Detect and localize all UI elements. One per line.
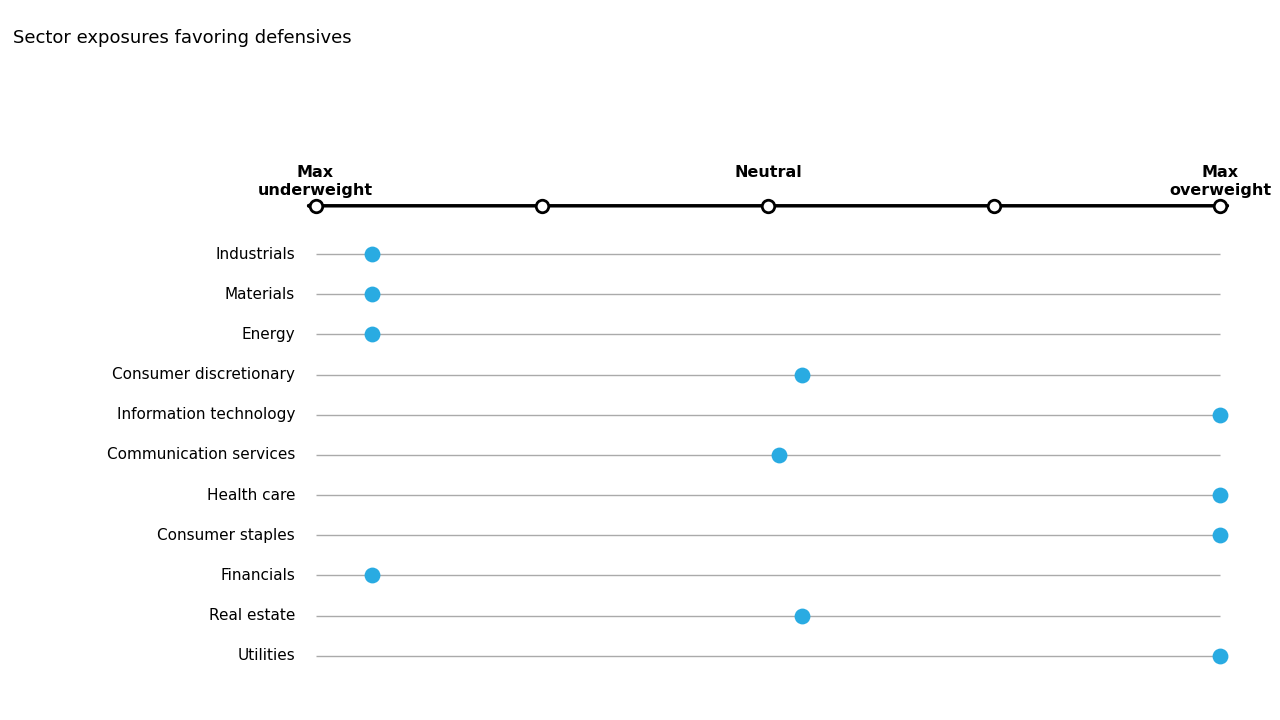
Text: Max: Max (297, 165, 334, 180)
Text: Information technology: Information technology (116, 408, 296, 422)
Point (792, 369, 813, 380)
Point (769, 449, 790, 461)
Point (362, 248, 383, 260)
Point (1210, 650, 1230, 662)
Text: Utilities: Utilities (237, 649, 296, 663)
Point (1210, 409, 1230, 420)
Text: Real estate: Real estate (209, 608, 296, 624)
Text: Neutral: Neutral (735, 165, 801, 180)
Text: Consumer staples: Consumer staples (157, 528, 296, 543)
Text: Materials: Materials (225, 287, 296, 302)
Text: Industrials: Industrials (215, 246, 296, 261)
Text: Financials: Financials (220, 568, 296, 583)
Point (362, 289, 383, 300)
Text: Max: Max (1202, 165, 1239, 180)
Text: overweight: overweight (1170, 183, 1271, 198)
Text: underweight: underweight (259, 183, 372, 198)
Text: Sector exposures favoring defensives: Sector exposures favoring defensives (13, 29, 352, 47)
Point (362, 328, 383, 340)
Point (1210, 490, 1230, 501)
Text: Health care: Health care (206, 487, 296, 503)
Text: Communication services: Communication services (106, 447, 296, 462)
Text: Consumer discretionary: Consumer discretionary (113, 367, 296, 382)
Point (792, 610, 813, 621)
Text: Energy: Energy (242, 327, 296, 342)
Point (1210, 529, 1230, 541)
Point (362, 570, 383, 581)
